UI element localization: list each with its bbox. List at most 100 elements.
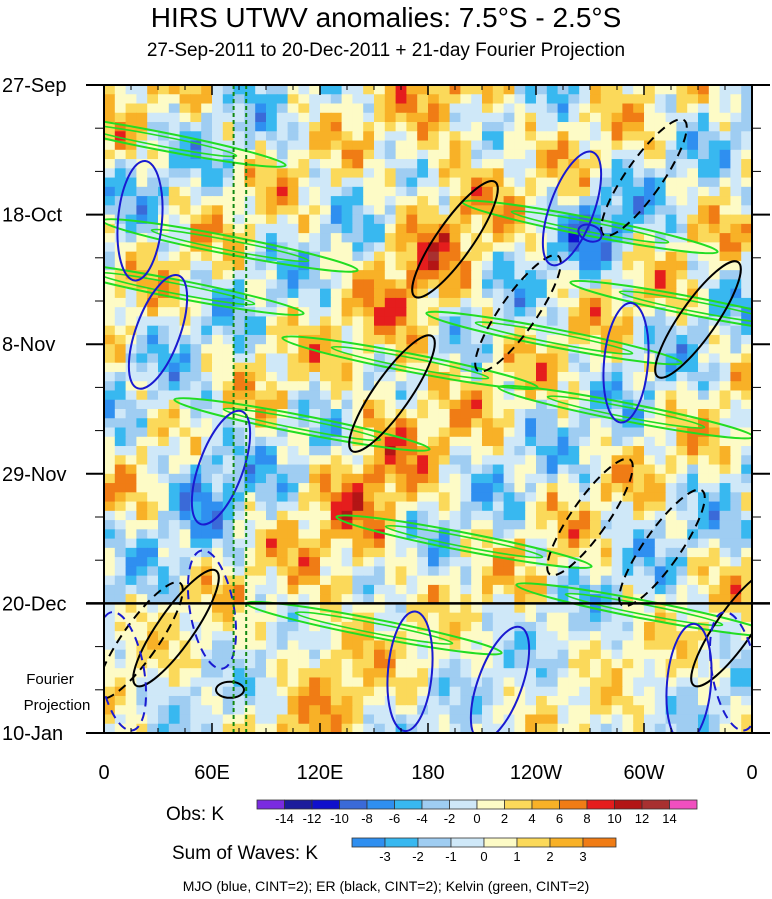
field-cell <box>471 94 483 105</box>
field-cell <box>536 557 548 567</box>
field-cell <box>611 186 623 197</box>
field-cell <box>579 529 591 540</box>
field-cell <box>600 547 613 558</box>
field-cell <box>579 325 591 336</box>
field-cell <box>168 214 181 225</box>
kelvin-contour <box>104 261 305 316</box>
field-cell <box>136 705 148 716</box>
field-cell <box>600 640 613 651</box>
field-cell <box>600 131 613 142</box>
field-cell <box>698 159 710 169</box>
field-cell <box>374 492 386 503</box>
field-cell <box>622 177 634 188</box>
field-cell <box>741 325 752 336</box>
field-cell <box>536 131 548 142</box>
field-cell <box>482 695 494 706</box>
field-cell <box>687 455 699 466</box>
field-cell <box>557 103 569 114</box>
field-cell <box>104 621 116 632</box>
field-cell <box>341 538 353 549</box>
y-tick-label: 18-Oct <box>2 205 62 227</box>
field-cell <box>482 557 494 567</box>
field-cell <box>406 251 418 262</box>
field-cell <box>330 501 343 512</box>
field-cell <box>287 446 299 456</box>
field-cell <box>352 233 364 243</box>
field-cell <box>136 446 148 456</box>
waves-colorbar: -3 -2 -1 0 1 2 3 <box>351 837 617 864</box>
field-cell <box>168 557 181 567</box>
field-cell <box>320 371 332 382</box>
colorbar-box <box>450 837 485 848</box>
field-cell <box>255 159 267 169</box>
x-tick-label: 0 <box>98 762 109 784</box>
field-cell <box>212 186 224 197</box>
field-cell <box>622 501 634 512</box>
field-cell <box>568 103 580 114</box>
field-cell <box>611 270 623 280</box>
field-cell <box>492 594 505 604</box>
kelvin-contour <box>569 279 752 335</box>
field-cell <box>687 177 699 188</box>
field-cell <box>298 316 310 327</box>
field-cell <box>590 492 602 503</box>
field-cell <box>158 214 170 225</box>
field-cell <box>568 723 580 733</box>
field-cell <box>352 566 364 577</box>
field-cell <box>114 362 127 373</box>
field-cell <box>363 103 375 114</box>
field-cell <box>730 186 742 197</box>
field-cell <box>406 214 418 225</box>
field-cell <box>590 251 602 262</box>
field-cell <box>417 686 429 697</box>
field-cell <box>406 510 418 521</box>
field-cell <box>622 85 634 95</box>
field-cell <box>147 399 159 410</box>
field-cell <box>536 668 548 679</box>
field-cell <box>428 547 440 558</box>
field-cell <box>600 705 613 716</box>
field-cell <box>147 621 159 632</box>
field-cell <box>212 538 224 549</box>
field-cell <box>514 260 526 271</box>
field-cell <box>741 122 752 132</box>
field-cell <box>330 677 343 688</box>
field-cell <box>363 214 375 225</box>
field-cell <box>428 538 440 549</box>
field-cell <box>719 668 731 679</box>
field-cell <box>633 371 645 382</box>
field-cell <box>654 196 667 206</box>
field-cell <box>633 270 645 280</box>
field-cell <box>622 658 634 669</box>
field-cell <box>590 658 602 669</box>
field-cell <box>352 85 364 95</box>
field-cell <box>104 686 116 697</box>
field-cell <box>201 362 213 373</box>
field-cell <box>276 353 289 364</box>
field-cell <box>514 214 526 225</box>
field-cell <box>644 566 656 577</box>
field-cell <box>212 529 224 540</box>
field-cell <box>611 520 623 530</box>
field-cell <box>665 492 677 503</box>
field-cell <box>492 409 505 419</box>
field-cell <box>320 603 332 614</box>
field-cell <box>158 483 170 493</box>
field-cell <box>644 575 656 586</box>
field-cell <box>546 214 559 225</box>
field-cell <box>147 473 159 484</box>
field-cell <box>330 307 343 318</box>
field-cell <box>406 140 418 151</box>
field-cell <box>568 575 580 586</box>
field-cell <box>341 223 353 234</box>
field-cell <box>384 547 397 558</box>
field-cell <box>406 547 418 558</box>
field-cell <box>212 584 224 595</box>
field-cell <box>633 584 645 595</box>
field-cell <box>104 677 116 688</box>
field-cell <box>266 205 278 216</box>
field-cell <box>492 510 505 521</box>
field-cell <box>417 455 429 466</box>
field-cell <box>266 223 278 234</box>
field-cell <box>730 677 742 688</box>
